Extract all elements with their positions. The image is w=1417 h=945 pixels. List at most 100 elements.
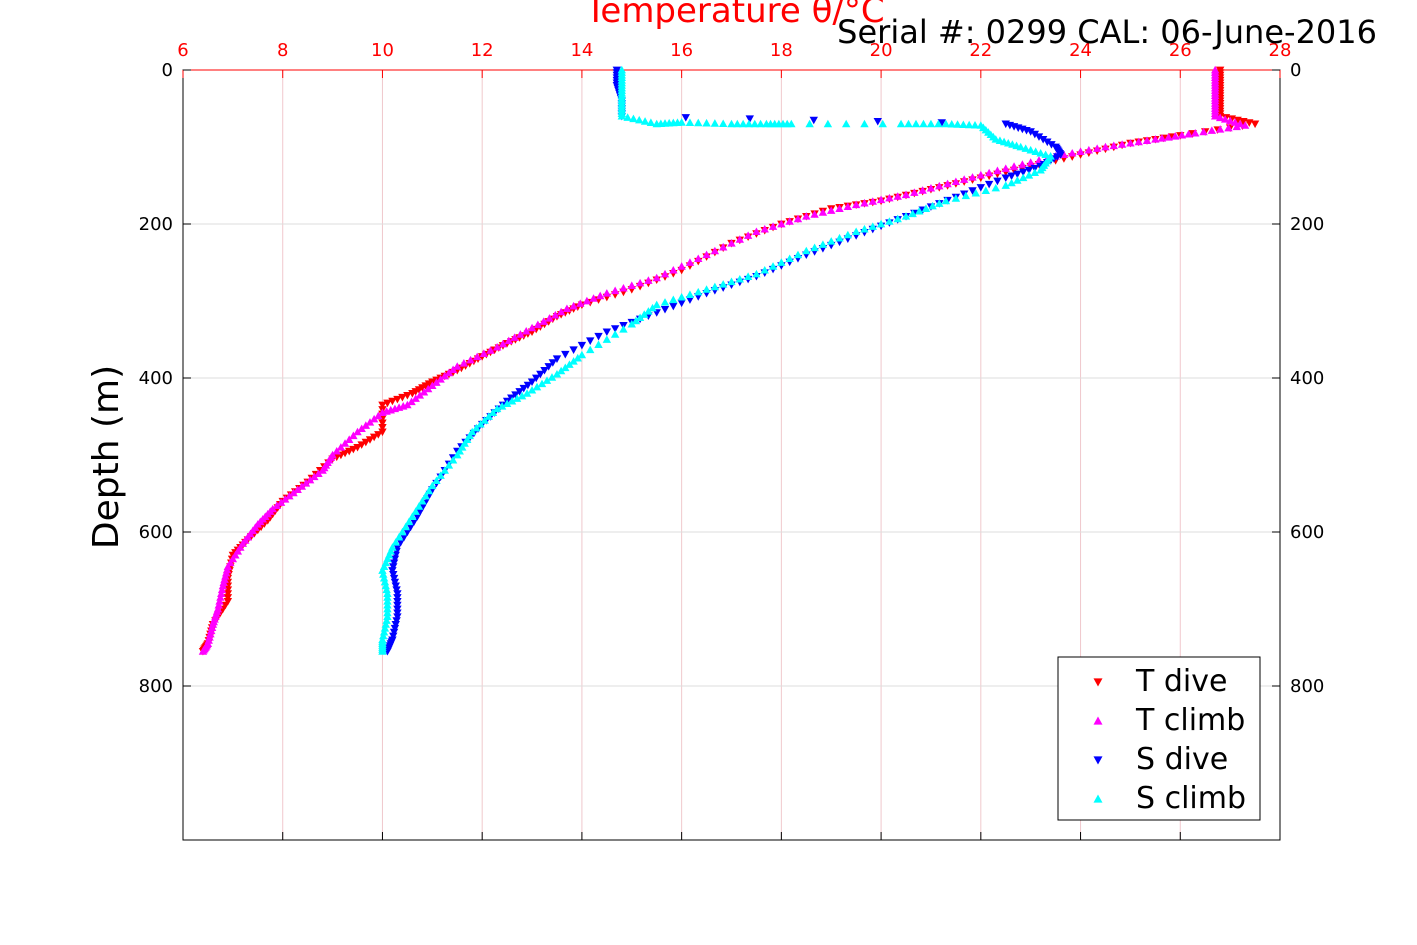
data-markers (198, 65, 1260, 656)
data-point (379, 570, 388, 578)
data-point (551, 310, 560, 319)
data-point (928, 201, 937, 210)
data-point (418, 384, 427, 392)
data-point (1134, 137, 1143, 146)
data-point (727, 119, 736, 128)
data-point (389, 570, 398, 579)
data-point (519, 384, 528, 393)
data-point (301, 479, 311, 487)
data-point (619, 283, 628, 292)
data-point (349, 431, 358, 440)
data-point (1034, 133, 1044, 141)
data-point (660, 269, 670, 278)
data-point (507, 394, 516, 403)
data-point (594, 332, 603, 341)
data-point (399, 533, 409, 542)
data-point (577, 350, 587, 359)
data-point (951, 177, 961, 186)
data-point (453, 450, 462, 459)
data-point (610, 330, 620, 338)
data-point (569, 346, 578, 354)
data-point (860, 198, 869, 207)
data-point (991, 183, 1000, 192)
data-point (1019, 173, 1028, 182)
data-point (389, 563, 398, 571)
data-point (565, 360, 574, 368)
data-point (964, 120, 974, 129)
data-point (677, 299, 686, 308)
y-tick-label-right: 600 (1290, 522, 1324, 543)
data-point (1053, 153, 1062, 161)
data-point (911, 119, 921, 128)
data-point (492, 343, 502, 351)
data-point (378, 401, 387, 410)
data-point (976, 184, 986, 192)
data-point (510, 333, 519, 341)
data-point (448, 455, 458, 464)
data-point (644, 276, 653, 284)
data-point (595, 291, 605, 300)
data-point (860, 119, 869, 128)
data-point (285, 491, 294, 500)
x-tick-label: 26 (1169, 40, 1192, 61)
legend-box (1057, 656, 1261, 821)
data-point (635, 313, 645, 322)
data-point (393, 544, 402, 552)
data-point (953, 120, 962, 128)
data-point (382, 616, 391, 624)
data-point (389, 632, 398, 641)
data-point (378, 408, 387, 417)
data-point (216, 593, 225, 601)
data-point (414, 386, 424, 394)
data-point (1164, 133, 1173, 141)
data-point (218, 581, 228, 590)
data-point (702, 118, 711, 127)
data-point (1043, 138, 1052, 147)
data-point (1001, 164, 1010, 172)
data-point (918, 186, 927, 194)
data-point (1016, 142, 1025, 151)
data-point (727, 239, 736, 247)
data-point (406, 523, 415, 532)
data-point (669, 266, 678, 274)
data-point (396, 538, 405, 547)
data-point (777, 258, 786, 266)
data-point (424, 380, 434, 388)
data-point (310, 472, 319, 481)
data-point (727, 277, 736, 286)
data-point (390, 624, 400, 633)
data-point (383, 608, 392, 617)
data-point (527, 378, 537, 387)
data-point (1171, 132, 1180, 140)
data-point (415, 391, 425, 399)
data-point (935, 199, 944, 207)
data-point (511, 391, 520, 399)
x-tick-label: 18 (770, 40, 793, 61)
data-point (710, 119, 720, 127)
data-point (409, 518, 419, 526)
data-point (959, 120, 968, 129)
data-point (1041, 150, 1050, 159)
data-point (1047, 141, 1056, 149)
x-tick-label: 22 (969, 40, 992, 61)
data-point (941, 196, 951, 205)
data-point (718, 119, 728, 128)
data-point (223, 594, 233, 602)
data-point (1250, 120, 1260, 129)
data-point (383, 600, 392, 609)
data-point (314, 469, 323, 477)
data-point (1026, 145, 1035, 154)
data-point (340, 449, 350, 458)
data-point (552, 369, 562, 378)
data-point (1225, 116, 1235, 125)
data-point (904, 119, 913, 128)
data-point (527, 385, 537, 394)
data-point (681, 114, 690, 122)
data-point (908, 209, 917, 218)
data-point (809, 116, 818, 125)
data-point (421, 491, 430, 500)
data-point (379, 574, 389, 582)
data-point (629, 114, 638, 123)
data-point (635, 115, 644, 124)
x-tick-label: 10 (371, 40, 394, 61)
